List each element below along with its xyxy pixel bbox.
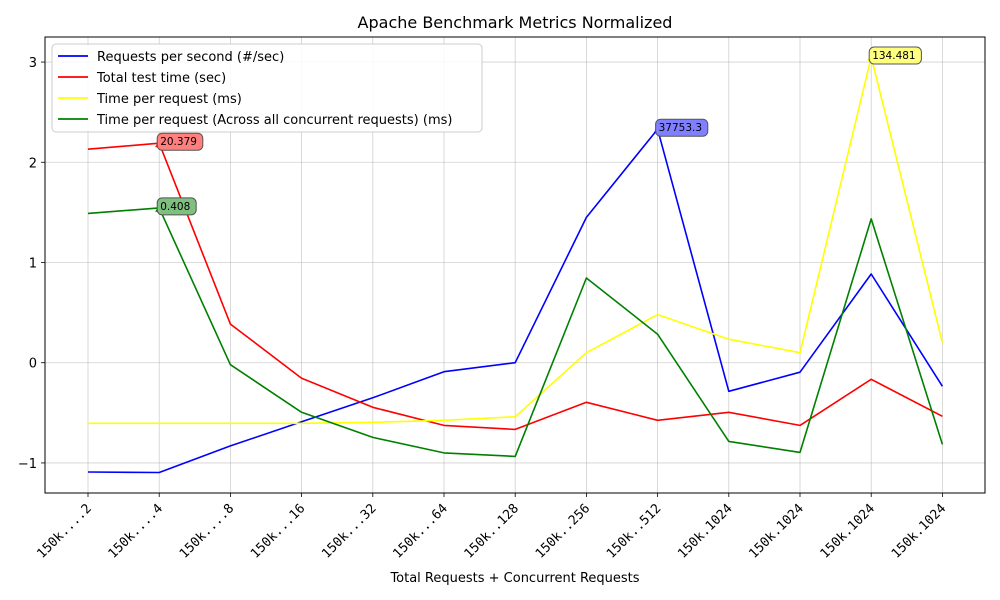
annotation-label: 20.379 [160,136,197,148]
chart-title: Apache Benchmark Metrics Normalized [358,13,673,32]
annotation-label: 0.408 [160,201,190,213]
x-tick-label: 150k..128 [462,501,522,561]
y-tick-label: 1 [29,256,37,271]
series-line-1 [87,142,943,431]
series-line-2 [88,56,944,425]
y-tick-label: 3 [29,56,37,71]
annotation-box [156,132,204,151]
series-layer [87,56,944,474]
x-tick-label: 150k...16 [248,501,308,561]
y-tick-label: 0 [29,357,37,372]
legend-label-2: Time per request (ms) [96,92,242,107]
legend: Requests per second (#/sec) Total test ti… [51,43,483,133]
x-tick-label: 150k.1024 [746,501,807,562]
x-tick-label: 150k....2 [34,501,94,561]
legend-label-1: Total test time (sec) [96,71,226,86]
x-tick-label: 150k.1024 [818,501,879,562]
annotation-box [868,46,922,65]
x-tick-label: 150k....4 [106,501,167,562]
annotation-label: 37753.3 [659,122,702,134]
x-axis-title: Total Requests + Concurrent Requests [389,571,639,586]
x-tick-label: 150k.1024 [675,501,736,562]
legend-label-3: Time per request (Across all concurrent … [96,113,452,128]
annotation-label: 134.481 [872,50,915,62]
x-tick-label: 150k...32 [319,501,379,561]
series-line-3 [87,207,944,458]
x-tick-label: 150k....8 [177,501,237,561]
x-tick-label: 150k...64 [390,501,451,562]
y-tick-label: −1 [18,457,37,472]
legend-label-0: Requests per second (#/sec) [97,50,284,65]
series-line-0 [87,128,944,474]
x-tick-label: 150k..256 [533,501,593,561]
y-tick-label: 2 [29,156,37,171]
annotation-layer: 20.379 0.408 37753.3 134.481 [155,46,922,216]
annotation-box [655,118,709,137]
annotation-box [156,197,197,216]
legend-box [51,43,483,133]
x-tick-label: 150k..512 [604,501,664,561]
x-tick-label: 150k.1024 [889,501,950,562]
